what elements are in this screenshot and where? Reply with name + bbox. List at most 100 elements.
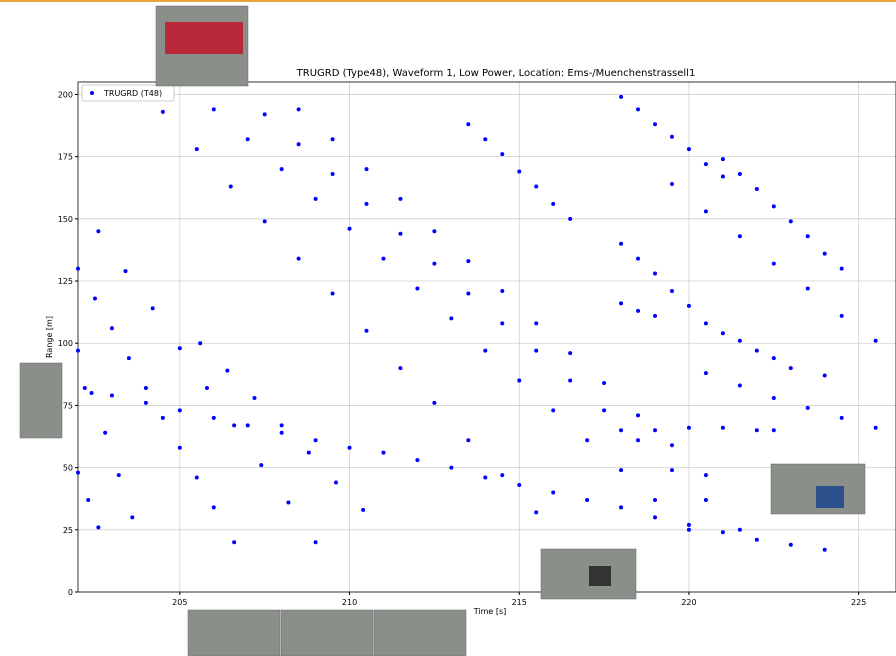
- point: [262, 219, 267, 224]
- point: [194, 475, 199, 480]
- point: [720, 174, 725, 179]
- point: [92, 296, 97, 301]
- point: [483, 348, 488, 353]
- point: [483, 137, 488, 142]
- point: [364, 328, 369, 333]
- point: [669, 182, 674, 186]
- point: [333, 480, 338, 485]
- point: [771, 204, 776, 209]
- point: [398, 231, 403, 236]
- point: [381, 256, 386, 261]
- x-tick-label: 215: [512, 598, 527, 607]
- point: [737, 338, 742, 343]
- point: [686, 522, 691, 527]
- point: [130, 515, 135, 520]
- point: [534, 348, 539, 353]
- point: [822, 373, 827, 378]
- point: [279, 423, 284, 428]
- point: [805, 234, 810, 239]
- car-shape: [816, 486, 844, 508]
- point: [449, 465, 454, 470]
- point: [286, 500, 291, 505]
- tram-body: [165, 22, 243, 54]
- point: [737, 172, 742, 177]
- y-tick-label: 0: [68, 588, 73, 597]
- point: [483, 475, 488, 480]
- point: [143, 386, 148, 390]
- point: [109, 326, 114, 331]
- legend-label: TRUGRD (T48): [103, 89, 162, 98]
- point: [398, 196, 403, 201]
- point: [720, 157, 725, 162]
- point: [669, 288, 674, 293]
- point: [771, 261, 776, 266]
- point: [364, 201, 369, 206]
- point: [86, 497, 91, 502]
- point: [109, 393, 114, 398]
- point: [466, 438, 471, 443]
- car-photo: [373, 609, 467, 656]
- point: [296, 107, 301, 112]
- point: [873, 338, 878, 343]
- car-photo: [540, 548, 637, 600]
- point: [76, 348, 80, 353]
- point: [160, 415, 165, 420]
- y-tick-label: 150: [58, 215, 73, 224]
- point: [259, 463, 264, 468]
- point: [364, 167, 369, 172]
- legend-box: [81, 84, 175, 102]
- point: [754, 186, 759, 191]
- point: [619, 94, 624, 99]
- point: [76, 266, 80, 271]
- point: [636, 308, 641, 313]
- point: [466, 291, 471, 296]
- point: [669, 443, 674, 448]
- point: [822, 547, 827, 552]
- point: [296, 142, 301, 147]
- point: [737, 234, 742, 239]
- point: [330, 291, 335, 296]
- point: [686, 527, 691, 532]
- top-border: [0, 0, 896, 2]
- point: [279, 430, 284, 435]
- point: [551, 490, 556, 495]
- point: [703, 497, 708, 502]
- point: [262, 112, 267, 117]
- point: [771, 395, 776, 400]
- point: [330, 172, 335, 177]
- x-tick-label: 210: [342, 598, 357, 607]
- point: [211, 107, 216, 112]
- point: [177, 445, 182, 450]
- point: [839, 415, 844, 420]
- point: [737, 383, 742, 388]
- point: [500, 152, 505, 157]
- point: [160, 109, 165, 114]
- point: [500, 473, 505, 478]
- plot-background: [78, 82, 896, 592]
- point: [669, 134, 674, 139]
- point: [361, 507, 366, 512]
- point: [279, 167, 284, 172]
- point: [245, 423, 250, 428]
- car-shape: [589, 566, 611, 586]
- point: [754, 428, 759, 433]
- point: [788, 366, 793, 371]
- point: [551, 408, 556, 413]
- point: [500, 321, 505, 326]
- point: [788, 542, 793, 547]
- point: [204, 386, 209, 390]
- point: [177, 408, 182, 413]
- point: [126, 356, 131, 361]
- point: [123, 269, 128, 274]
- point: [432, 261, 437, 266]
- point: [177, 346, 182, 351]
- point: [415, 286, 420, 291]
- point: [636, 413, 641, 418]
- point: [653, 515, 658, 520]
- point: [703, 209, 708, 214]
- car-photo: [280, 609, 374, 656]
- point: [245, 137, 250, 142]
- y-tick-label: 125: [58, 277, 73, 286]
- point: [636, 107, 641, 112]
